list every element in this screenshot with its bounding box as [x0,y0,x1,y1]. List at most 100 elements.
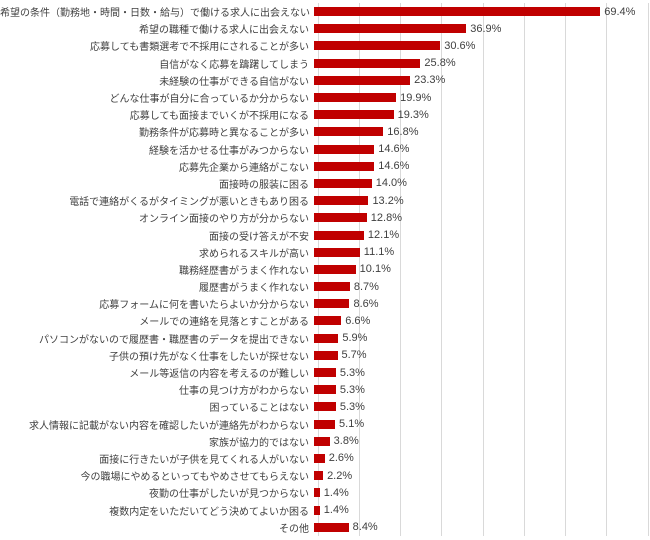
bar [314,453,325,463]
bar-plot-area: 1.4% [314,504,644,516]
bar-plot-area: 16.8% [314,126,644,138]
value-label: 19.3% [397,108,429,121]
category-label: 求められるスキルが高い [199,248,309,260]
bar [314,58,421,68]
bar [314,522,349,532]
bar-plot-area: 23.3% [314,74,644,86]
value-label: 14.6% [378,160,410,173]
chart-row: 子供の預け先がなく仕事をしたいが探せない 5.7% [0,347,650,364]
bar [314,247,360,257]
bar [314,282,350,292]
chart-row: 夜勤の仕事がしたいが見つからない 1.4% [0,484,650,501]
value-label: 3.8% [333,435,359,448]
chart-row: 複数内定をいただいてどう決めてよいか困る 1.4% [0,501,650,518]
category-label: 夜勤の仕事がしたいが見つからない [149,489,309,501]
chart-row: 職務経歴書がうまく作れない 10.1% [0,261,650,278]
category-label: 今の職場にやめるといってもやめさせてもらえない [80,472,310,484]
bar-plot-area: 69.4% [314,6,644,18]
category-label: 応募フォームに何を書いたらよいか分からない [99,300,309,312]
bar [314,75,411,85]
value-label: 12.1% [367,229,400,242]
bar-plot-area: 3.8% [314,435,644,447]
chart-row: 応募しても面接までいくが不採用になる 19.3% [0,106,650,123]
value-label: 14.0% [375,177,407,190]
value-label: 69.4% [604,5,636,18]
bar [314,110,394,120]
chart-row: 面接時の服装に困る 14.0% [0,175,650,192]
bar [314,385,336,395]
value-label: 16.8% [387,125,419,138]
bar [314,230,364,240]
chart-row: 応募しても書類選考で不採用にされることが多い 30.6% [0,37,650,54]
bar-plot-area: 19.9% [314,92,644,104]
bar-plot-area: 5.3% [314,367,644,379]
value-label: 5.9% [342,332,368,345]
bar [314,196,369,206]
chart-row: 勤務条件が応募時と異なることが多い 16.8% [0,123,650,140]
bar [314,350,338,360]
chart-row: 今の職場にやめるといってもやめさせてもらえない 2.2% [0,467,650,484]
bar-plot-area: 14.6% [314,160,644,172]
value-label: 5.1% [339,418,365,431]
category-label: 応募先企業から連絡がこない [179,162,309,174]
category-label: パソコンがないので履歴書・職歴書のデータを提出できない [39,334,309,346]
bar [314,178,372,188]
category-label: 面接の受け答えが不安 [209,231,309,243]
bar-plot-area: 25.8% [314,57,644,69]
value-label: 5.7% [341,349,367,362]
bar-plot-area: 1.4% [314,487,644,499]
chart-rows: 希望の条件（勤務地・時間・日数・給与）で働ける求人に出会えない 69.4% 希望… [0,3,650,536]
value-label: 8.4% [352,521,378,534]
bar-plot-area: 11.1% [314,246,644,258]
value-label: 10.1% [359,263,391,276]
chart-row: 応募先企業から連絡がこない 14.6% [0,158,650,175]
value-label: 5.3% [339,366,365,379]
category-label: 複数内定をいただいてどう決めてよいか困る [109,506,309,518]
bar [314,368,336,378]
bar-plot-area: 36.9% [314,23,644,35]
bar-plot-area: 12.8% [314,212,644,224]
value-label: 6.6% [345,314,371,327]
bar [314,471,324,481]
value-label: 25.8% [424,57,456,70]
value-label: 36.9% [470,22,502,35]
category-label: 求人情報に記載がない内容を確認したいが連絡先がわからない [29,420,309,432]
bar-plot-area: 13.2% [314,195,644,207]
value-label: 14.6% [378,143,410,156]
chart-row: その他 8.4% [0,519,650,536]
bar-plot-area: 10.1% [314,263,644,275]
category-label: 未経験の仕事ができる自信がない [159,76,309,88]
value-label: 19.9% [400,91,432,104]
chart-row: パソコンがないので履歴書・職歴書のデータを提出できない 5.9% [0,330,650,347]
value-label: 5.3% [339,400,365,413]
bar-plot-area: 19.3% [314,109,644,121]
bar [314,161,375,171]
category-label: 仕事の見つけ方がわからない [179,386,309,398]
chart-row: 応募フォームに何を書いたらよいか分からない 8.6% [0,295,650,312]
category-label: 職務経歴書がうまく作れない [179,265,309,277]
category-label: メール等返信の内容を考えるのが難しい [129,369,309,381]
value-label: 13.2% [372,194,404,207]
chart-row: 困っていることはない 5.3% [0,398,650,415]
chart-row: 未経験の仕事ができる自信がない 23.3% [0,72,650,89]
bar-plot-area: 5.3% [314,401,644,413]
bar-plot-area: 5.3% [314,384,644,396]
value-label: 30.6% [444,39,476,52]
chart-row: 面接の受け答えが不安 12.1% [0,226,650,243]
chart-row: 面接に行きたいが子供を見てくれる人がいない 2.6% [0,450,650,467]
value-label: 23.3% [414,74,446,87]
chart-row: 希望の条件（勤務地・時間・日数・給与）で働ける求人に出会えない 69.4% [0,3,650,20]
category-label: どんな仕事が自分に合っているか分からない [109,94,310,106]
bar-plot-area: 5.7% [314,349,644,361]
bar [314,93,397,103]
value-label: 11.1% [363,246,395,259]
bar [314,24,467,34]
value-label: 8.7% [353,280,379,293]
bar [314,436,330,446]
category-label: 希望の職種で働ける求人に出会えない [139,25,309,37]
category-label: 面接時の服装に困る [219,179,309,191]
value-label: 2.2% [327,469,353,482]
category-label: 面接に行きたいが子供を見てくれる人がいない [99,454,309,466]
chart-row: 家族が協力的ではない 3.8% [0,433,650,450]
